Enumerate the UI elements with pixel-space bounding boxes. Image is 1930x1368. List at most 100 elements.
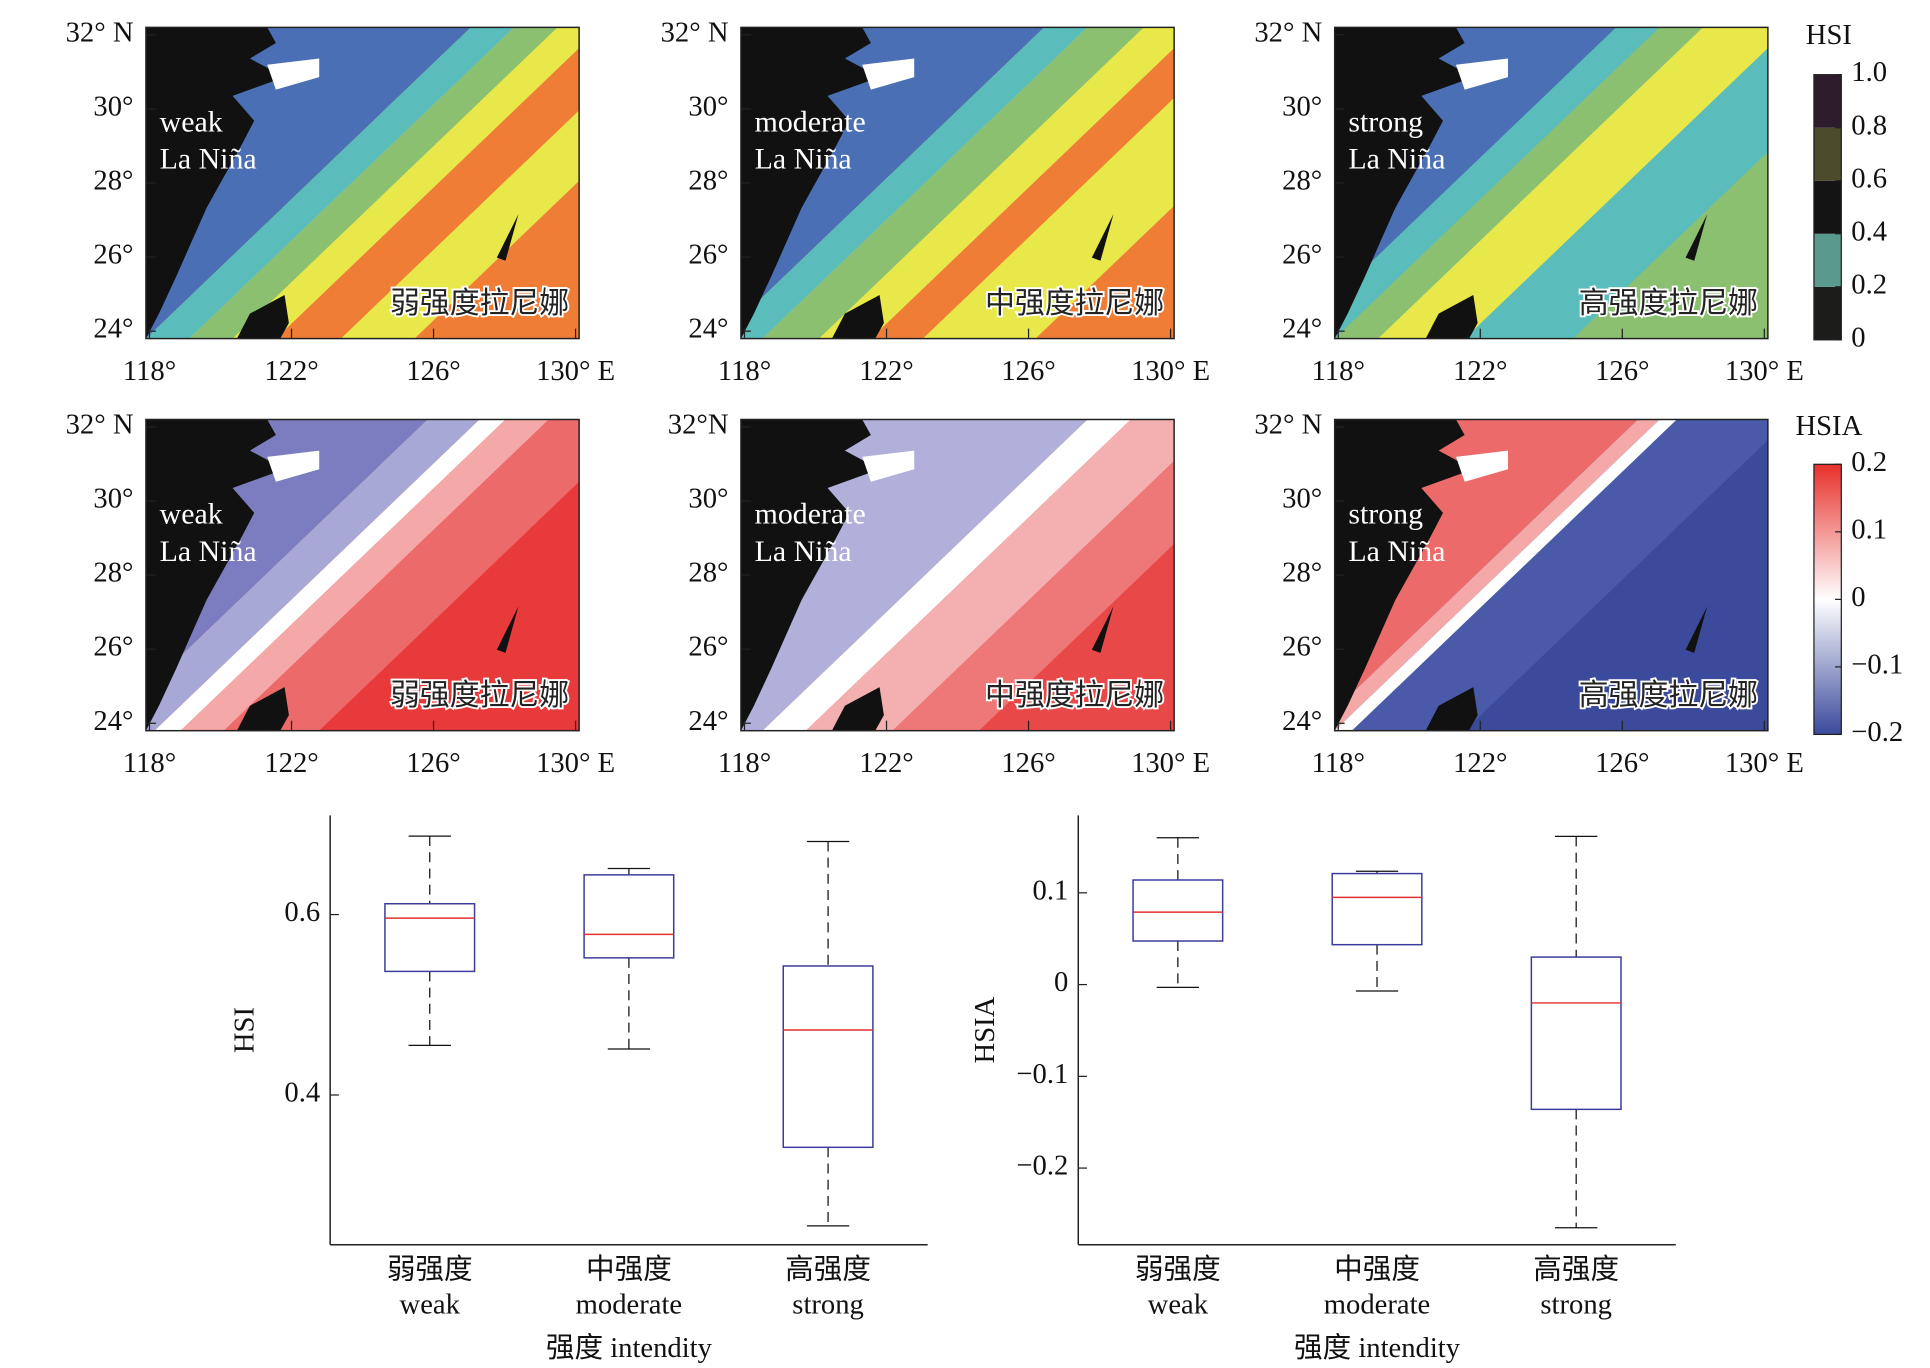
- contour-band: [740, 27, 1088, 339]
- x-tick-label: 118°: [718, 355, 771, 387]
- estuary: [862, 450, 915, 482]
- x-tick-label: 高强度: [785, 1254, 871, 1286]
- y-tick-label: 32° N: [1254, 408, 1322, 440]
- x-tick-label: 弱强度: [1135, 1254, 1221, 1286]
- land: [831, 687, 884, 731]
- x-tick-label: 122°: [859, 355, 913, 387]
- x-tick-label-en: weak: [1148, 1289, 1209, 1321]
- map-label: La Niña: [1348, 535, 1445, 568]
- colorbar-title: HSI: [1806, 19, 1852, 51]
- x-tick-label: 126°: [1001, 355, 1055, 387]
- y-tick-label: 24°: [93, 313, 133, 345]
- contours: [740, 419, 1175, 731]
- contours: [145, 419, 580, 731]
- y-tick-label: −0.2: [1016, 1150, 1068, 1182]
- estuary: [1455, 450, 1508, 482]
- map-label: La Niña: [755, 535, 852, 568]
- y-tick-label: 26°: [688, 239, 728, 271]
- contour-band: [154, 419, 506, 731]
- x-tick-label-en: moderate: [1324, 1289, 1430, 1321]
- y-tick-label: 24°: [688, 313, 728, 345]
- map-label: La Niña: [160, 143, 257, 176]
- box: [1530, 956, 1622, 1111]
- y-tick-label: 32° N: [661, 16, 729, 48]
- y-tick-label: 24°: [1282, 705, 1322, 737]
- land: [496, 606, 519, 653]
- x-tick-label-en: moderate: [576, 1289, 682, 1321]
- x-tick-label-en: weak: [400, 1289, 461, 1321]
- map-label-cn: 中强度拉尼娜: [985, 679, 1164, 712]
- box: [384, 902, 476, 973]
- colorbar-segment: [1813, 74, 1842, 128]
- x-tick-label: 122°: [264, 747, 318, 779]
- x-tick-label: 高强度: [1533, 1254, 1619, 1286]
- y-tick-label: 26°: [688, 631, 728, 663]
- colorbar-segment: [1813, 233, 1842, 287]
- map-label: strong: [1348, 105, 1423, 138]
- estuary: [267, 58, 320, 90]
- y-tick-label: 24°: [1282, 313, 1322, 345]
- land: [1685, 214, 1708, 261]
- land: [236, 687, 289, 731]
- contour-band: [319, 481, 580, 731]
- contour-band: [1334, 419, 1677, 731]
- contour-band: [1378, 27, 1768, 339]
- map-panel: 118° 122° 126° 130° E 24° 26° 28° 30° 32° N stron…: [1254, 408, 1804, 779]
- y-tick-label: 26°: [1282, 239, 1322, 271]
- colorbar-tick-label: 0.2: [1851, 268, 1887, 300]
- x-tick-label: 中强度: [1334, 1254, 1420, 1286]
- map-label: La Niña: [160, 535, 257, 568]
- y-tick-label: 26°: [93, 239, 133, 271]
- x-tick-label: 126°: [406, 355, 460, 387]
- y-tick-label: 30°: [1282, 90, 1322, 122]
- colorbar-tick-label: 1.0: [1851, 56, 1887, 88]
- y-tick-label: −0.1: [1016, 1058, 1068, 1090]
- map-panel: 118° 122° 126° 130° E 24° 26° 28° 30° 32° N stron…: [1254, 16, 1803, 387]
- estuary: [1455, 58, 1508, 90]
- x-tick-label: 122°: [264, 355, 318, 387]
- colorbar-tick-label: 0.1: [1851, 513, 1887, 545]
- land: [1091, 214, 1114, 261]
- y-tick-label: 28°: [688, 557, 728, 589]
- map-panel: 118° 122° 126° 130° E 24° 26° 28° 30° 32° N moder…: [661, 16, 1210, 387]
- x-tick-label: 130° E: [536, 355, 615, 387]
- y-tick-label: 28°: [1282, 165, 1322, 197]
- x-tick-label: 118°: [123, 747, 176, 779]
- y-tick-label: 28°: [688, 165, 728, 197]
- x-tick-label: 126°: [1595, 747, 1649, 779]
- map-label: strong: [1348, 497, 1423, 530]
- land: [145, 27, 285, 339]
- contour-band: [1334, 27, 1703, 339]
- x-tick-label: 122°: [1453, 747, 1507, 779]
- map-label-cn: 高强度拉尼娜: [1579, 287, 1758, 320]
- y-tick-label: 0.4: [284, 1077, 320, 1109]
- land: [740, 27, 880, 339]
- colorbar-tick-label: 0: [1851, 321, 1865, 353]
- colorbar-tick-label: −0.1: [1851, 648, 1903, 680]
- x-tick-label: 弱强度: [387, 1254, 473, 1286]
- map-panel: 118° 122° 126° 130° E 24° 26° 28° 30° 32° N weak L…: [66, 408, 615, 779]
- x-axis-label: 强度 intendity: [546, 1332, 713, 1364]
- land: [1334, 27, 1474, 339]
- box: [782, 965, 874, 1149]
- y-tick-label: 26°: [1282, 631, 1322, 663]
- y-tick-label: 0.6: [284, 896, 320, 928]
- contours: [740, 27, 1175, 339]
- colorbar-tick-label: 0.2: [1851, 446, 1887, 478]
- x-tick-label: 126°: [406, 747, 460, 779]
- map-label-cn: 弱强度拉尼娜: [390, 287, 569, 320]
- land: [1091, 606, 1114, 653]
- colorbar-segment: [1813, 286, 1842, 340]
- contour-band: [145, 419, 480, 731]
- x-tick-label: 130° E: [1725, 747, 1804, 779]
- y-axis-label: HSI: [228, 1007, 260, 1053]
- estuary: [267, 450, 320, 482]
- colorbar-tick-label: −0.2: [1851, 716, 1903, 748]
- land: [1685, 606, 1708, 653]
- land: [145, 419, 285, 731]
- y-tick-label: 28°: [93, 165, 133, 197]
- box: [1331, 872, 1423, 946]
- map-panel: 118° 122° 126° 130° E 24° 26° 28° 30° 32° N weak L…: [66, 16, 615, 387]
- contour-band: [892, 460, 1175, 731]
